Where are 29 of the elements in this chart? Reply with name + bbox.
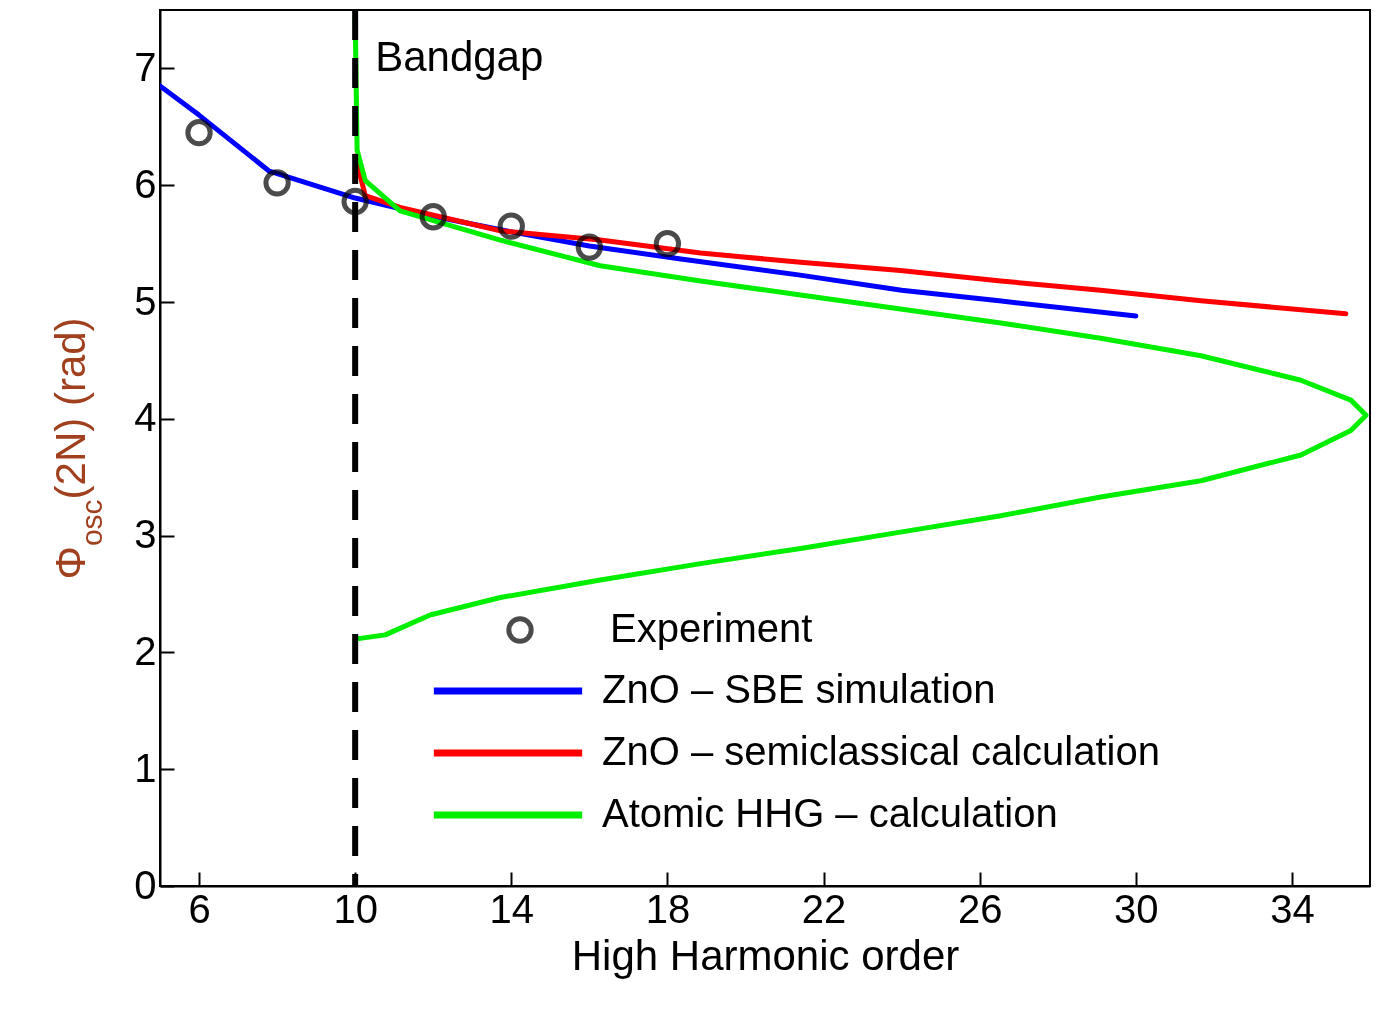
y-tick-label: 2 <box>134 628 157 673</box>
x-tick-label: 30 <box>1114 886 1159 931</box>
y-tick-label: 5 <box>134 278 157 323</box>
point <box>653 229 682 258</box>
point <box>419 203 447 231</box>
point <box>263 169 291 197</box>
y-tick-label: 0 <box>134 862 157 907</box>
ref-line-label: Bandgap <box>375 33 544 80</box>
x-tick-label: 22 <box>801 886 847 931</box>
legend-label: ZnO – semiclassical calculation <box>602 729 1160 773</box>
point <box>575 233 604 261</box>
y-tick-label: 1 <box>134 745 157 790</box>
y-tick-label: 7 <box>134 44 157 89</box>
y-tick-label: 3 <box>134 512 157 557</box>
legend-label: Experiment <box>610 606 813 650</box>
y-tick-label: 4 <box>134 395 157 440</box>
x-axis-title: High Harmonic order <box>571 931 960 979</box>
y-tick-label: 6 <box>134 161 157 206</box>
point <box>497 212 525 240</box>
point <box>341 187 369 216</box>
x-tick-label: 18 <box>645 886 691 931</box>
x-tick-label: 34 <box>1270 886 1315 931</box>
legend-label: ZnO – SBE simulation <box>602 667 996 711</box>
point <box>185 118 213 147</box>
x-tick-label: 6 <box>188 886 211 931</box>
x-tick-label: 10 <box>333 886 378 931</box>
legend-label: Atomic HHG – calculation <box>602 791 1058 835</box>
x-tick-label: 14 <box>489 886 535 931</box>
x-tick-label: 26 <box>957 886 1003 931</box>
